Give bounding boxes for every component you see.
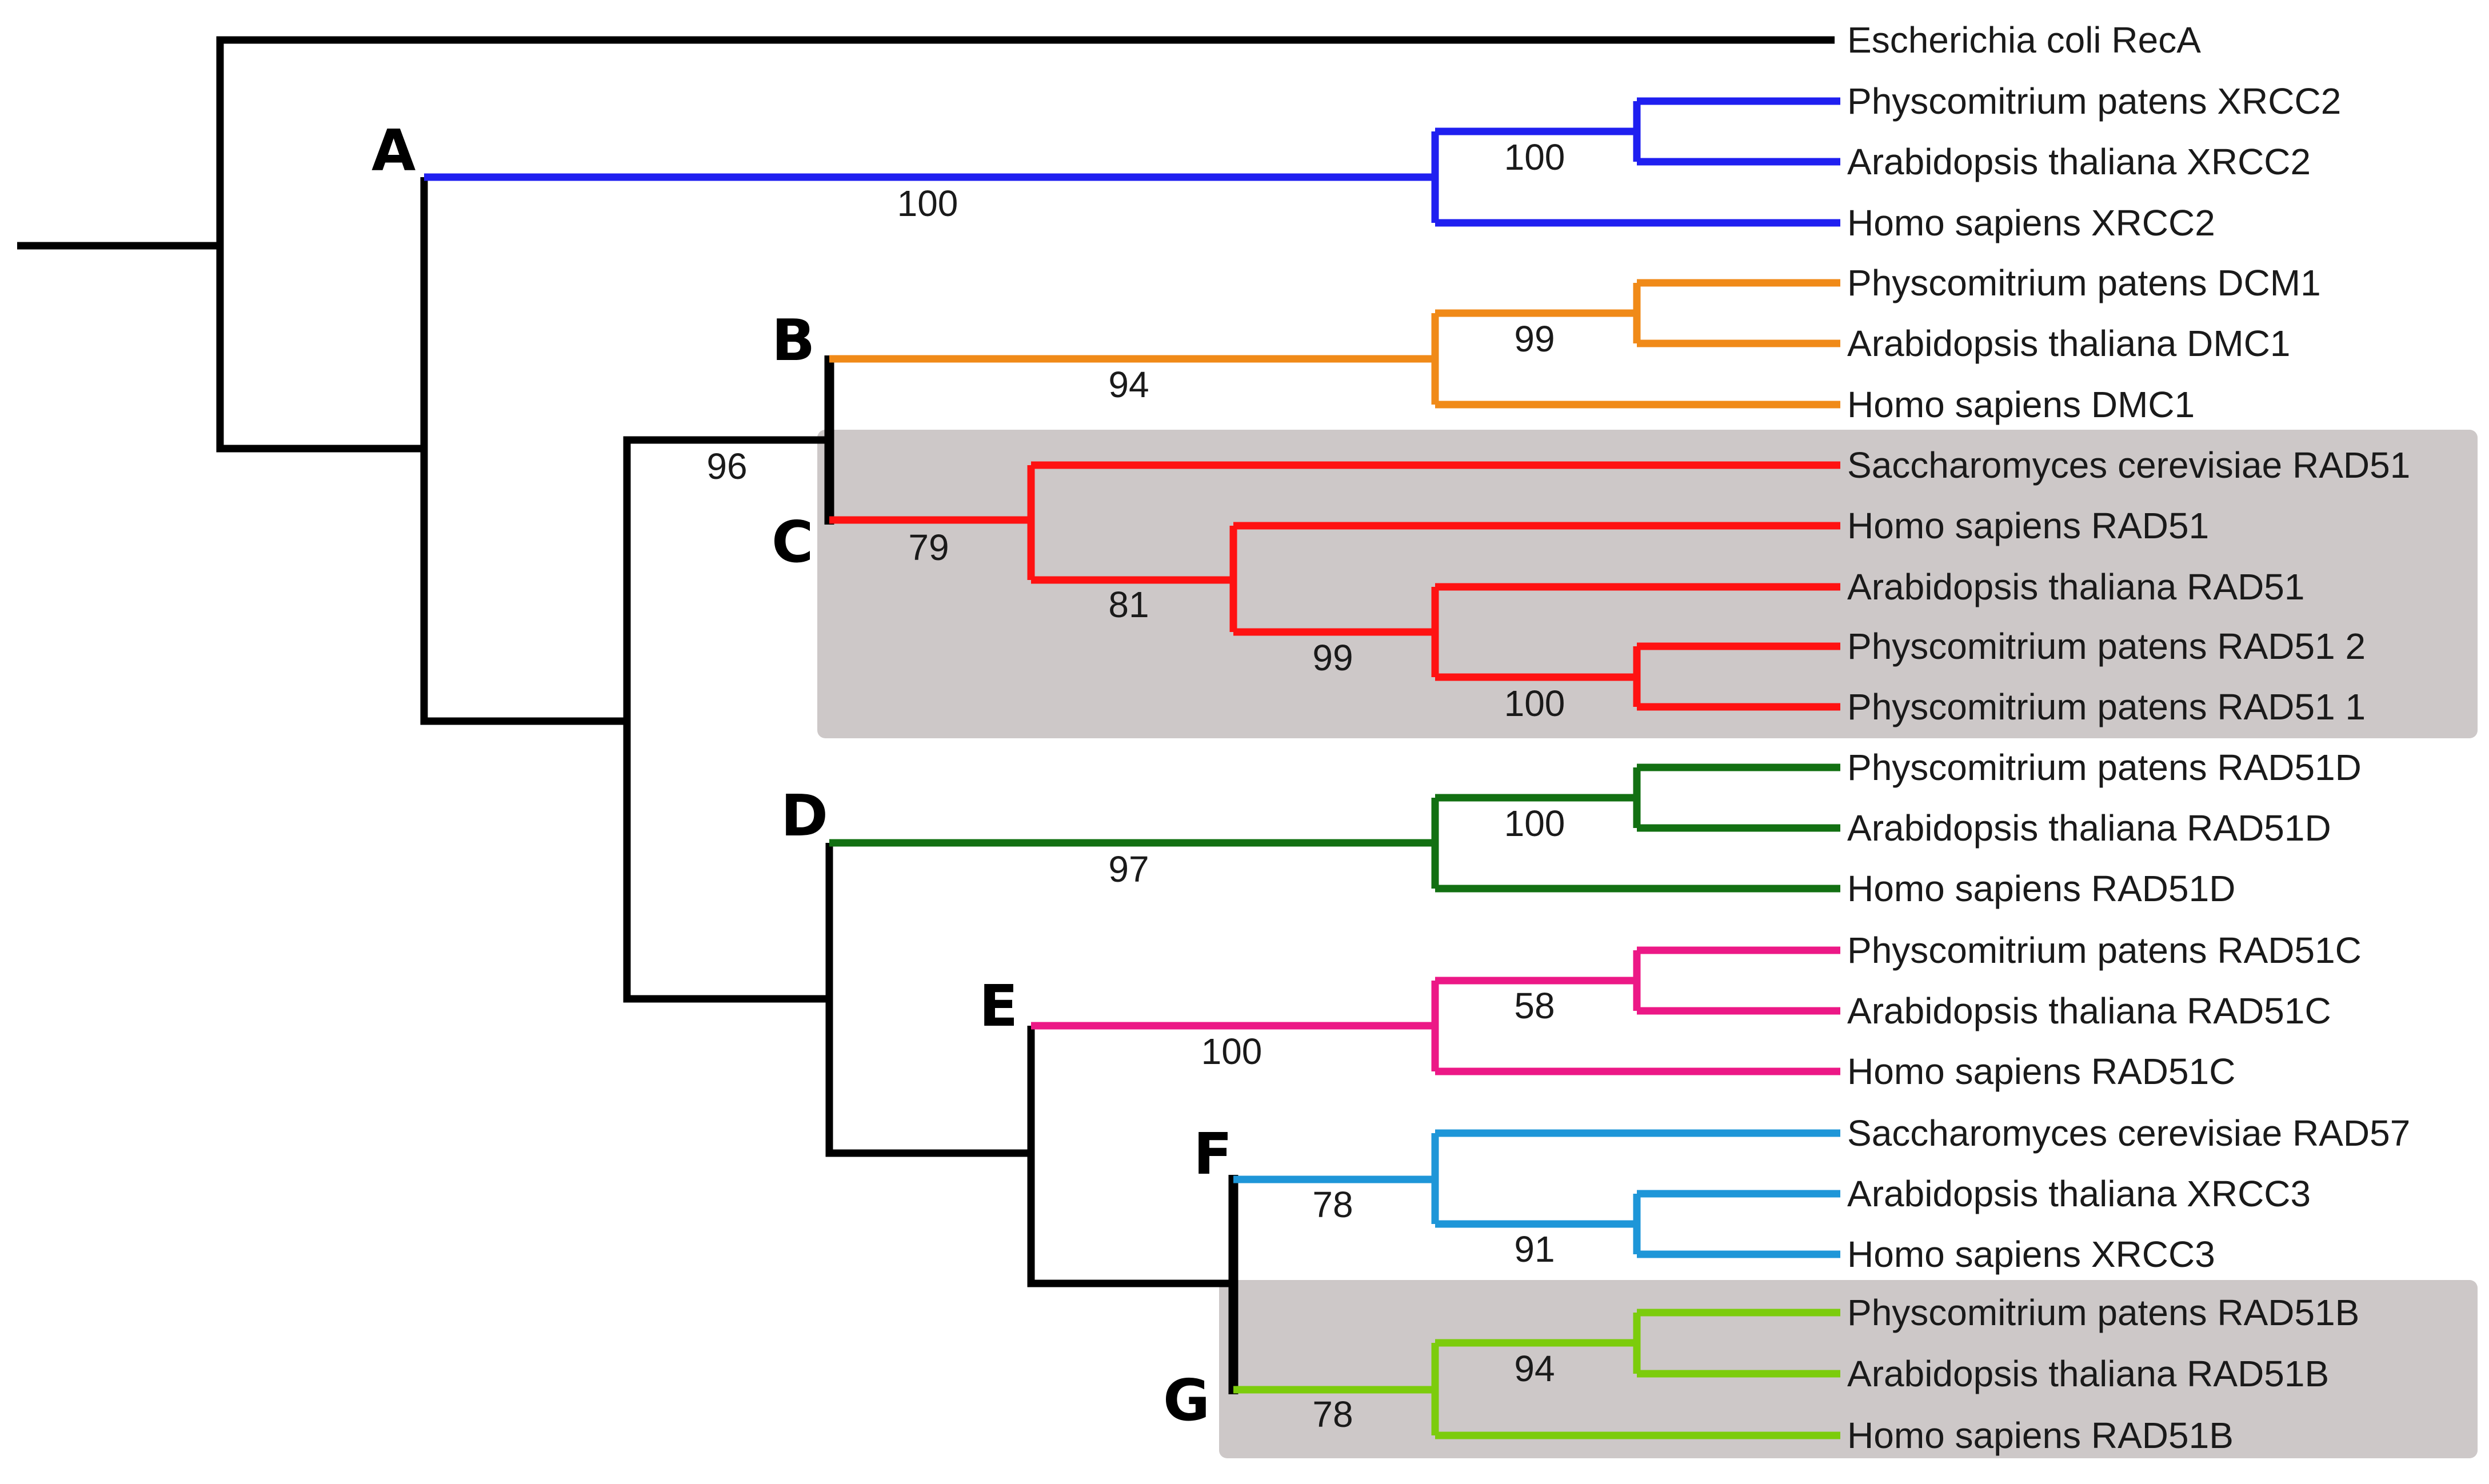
clade-e <box>1031 946 1840 1075</box>
leaf-label: Physcomitrium patens RAD51C <box>1847 930 2362 971</box>
leaf-label: Escherichia coli RecA <box>1847 19 2201 61</box>
leaf-label: Homo sapiens RAD51D <box>1847 868 2235 909</box>
leaf-label: Homo sapiens DMC1 <box>1847 384 2195 425</box>
support-value: 58 <box>1514 985 1555 1026</box>
node-bcd-split <box>623 436 829 1003</box>
support-value: 100 <box>1504 803 1565 844</box>
support-value: 79 <box>908 527 949 568</box>
clade-f <box>1233 1129 1840 1258</box>
leaf-label: Physcomitrium patens RAD51 2 <box>1847 626 2366 667</box>
leaf-label: Homo sapiens XRCC2 <box>1847 202 2215 243</box>
node-de-split <box>825 843 1031 1157</box>
clade-letter-g: G <box>1163 1367 1210 1434</box>
support-value: 99 <box>1312 637 1353 678</box>
clade-letter-f: F <box>1193 1121 1232 1187</box>
leaf-label: Arabidopsis thaliana RAD51D <box>1847 807 2331 849</box>
support-value: 94 <box>1108 364 1149 405</box>
leaf-label: Arabidopsis thaliana RAD51B <box>1847 1353 2329 1394</box>
leaf-label: Arabidopsis thaliana RAD51 <box>1847 566 2304 607</box>
clade-letter-b: B <box>772 307 815 374</box>
support-value: 100 <box>1504 137 1565 178</box>
support-values: 100 100 94 99 96 79 81 99 100 97 100 100… <box>706 137 1565 1435</box>
clade-d-branches <box>829 763 1840 893</box>
clade-g-branches <box>1233 1309 1840 1439</box>
support-value: 96 <box>706 446 747 487</box>
clade-a <box>424 97 1840 227</box>
leaf-labels: Escherichia coli RecA Physcomitrium pate… <box>1847 19 2410 1456</box>
clade-letters: A B C D E F G <box>371 117 1232 1434</box>
leaf-label: Arabidopsis thaliana XRCC2 <box>1847 141 2311 182</box>
support-value: 100 <box>897 183 958 224</box>
clade-d <box>829 763 1840 893</box>
support-value: 97 <box>1108 849 1149 890</box>
clade-letter-e: E <box>979 973 1018 1039</box>
support-value: 100 <box>1201 1031 1263 1072</box>
leaf-label: Physcomitrium patens RAD51B <box>1847 1292 2359 1333</box>
leaf-label: Homo sapiens RAD51C <box>1847 1051 2235 1092</box>
root-node <box>216 36 1835 453</box>
leaf-label: Homo sapiens RAD51B <box>1847 1415 2234 1456</box>
leaf-label: Physcomitrium patens RAD51D <box>1847 747 2362 788</box>
support-value: 99 <box>1514 318 1555 359</box>
support-value: 78 <box>1312 1394 1353 1435</box>
node-a-split <box>420 177 627 725</box>
support-value: 78 <box>1312 1184 1353 1225</box>
leaf-label: Physcomitrium patens RAD51 1 <box>1847 686 2366 727</box>
node-efg-split <box>1027 1026 1233 1287</box>
clade-c <box>829 461 1840 711</box>
highlight-box-rad51b <box>1219 1280 2478 1458</box>
leaf-label: Physcomitrium patens XRCC2 <box>1847 81 2341 122</box>
clade-e-branches <box>1031 946 1840 1075</box>
support-value: 100 <box>1504 683 1565 724</box>
clade-g <box>1233 1309 1840 1439</box>
support-value: 94 <box>1514 1348 1555 1389</box>
leaf-label: Saccharomyces cerevisiae RAD51 <box>1847 445 2410 486</box>
clade-f-branches <box>1233 1129 1840 1258</box>
clade-letter-a: A <box>371 117 416 184</box>
leaf-label: Physcomitrium patens DCM1 <box>1847 262 2321 303</box>
leaf-label: Arabidopsis thaliana DMC1 <box>1847 323 2291 364</box>
support-value: 81 <box>1108 584 1149 625</box>
leaf-label: Homo sapiens RAD51 <box>1847 505 2209 546</box>
leaf-label: Arabidopsis thaliana RAD51C <box>1847 990 2331 1031</box>
backbone-branches <box>17 36 1835 1394</box>
support-value: 91 <box>1514 1229 1555 1270</box>
clade-letter-c: C <box>772 509 813 575</box>
leaf-label: Saccharomyces cerevisiae RAD57 <box>1847 1113 2410 1154</box>
clade-b <box>829 279 1840 409</box>
clade-letter-d: D <box>781 782 828 849</box>
leaf-label: Arabidopsis thaliana XRCC3 <box>1847 1173 2311 1214</box>
leaf-label: Homo sapiens XRCC3 <box>1847 1234 2215 1275</box>
clade-c-branches <box>829 461 1840 711</box>
clade-b-branches <box>829 279 1840 409</box>
clade-a-branches <box>424 97 1840 227</box>
